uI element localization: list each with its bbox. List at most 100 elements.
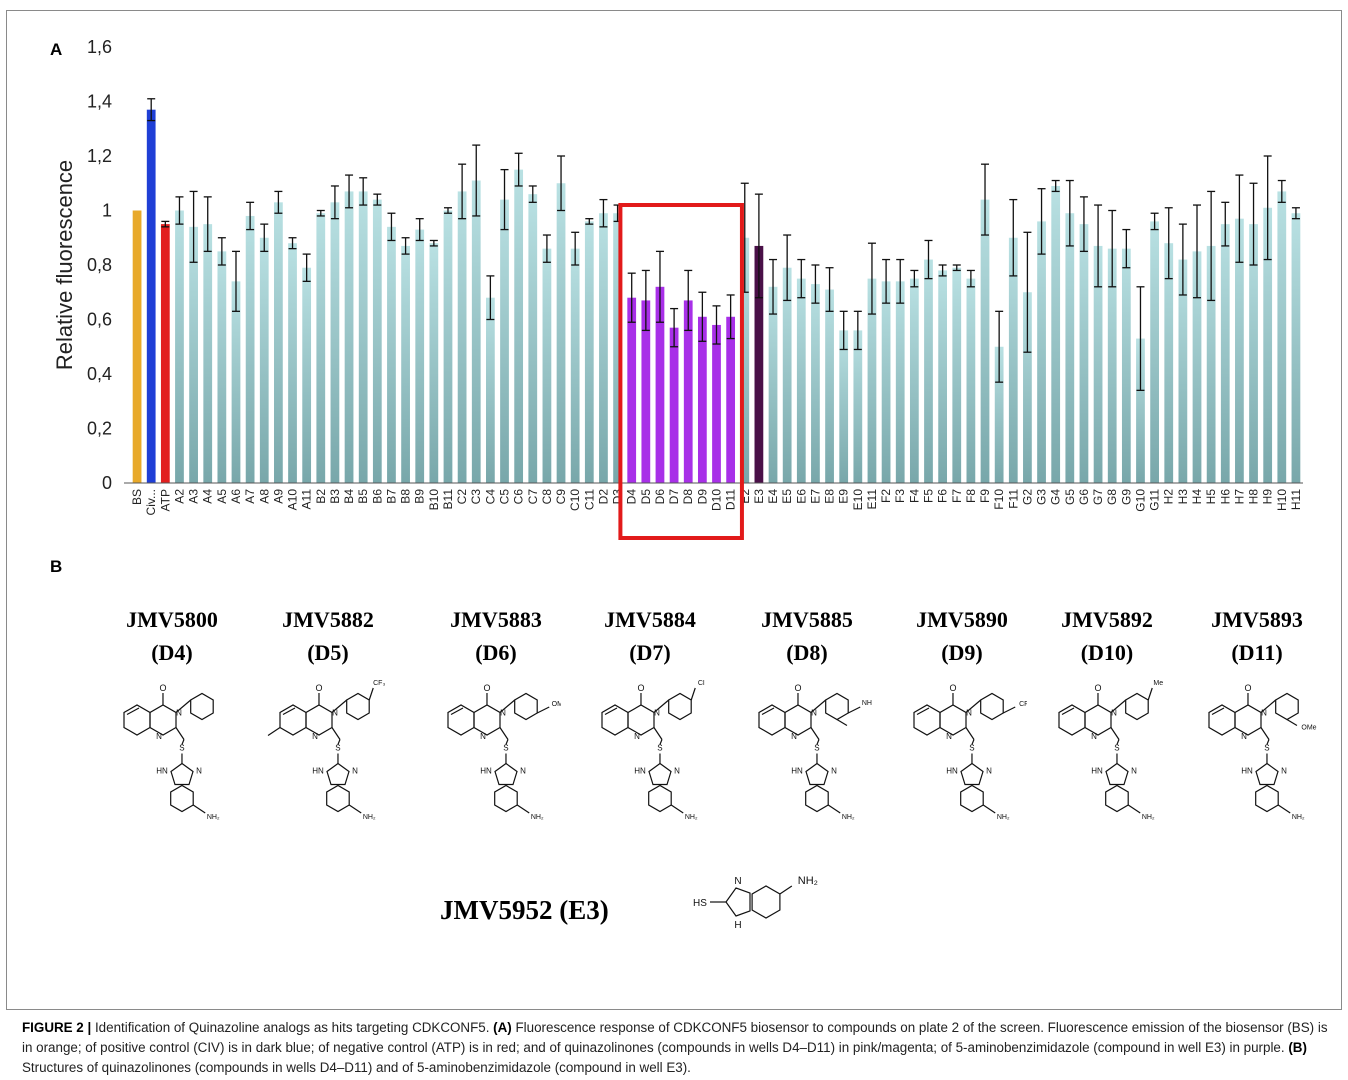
x-tick-label-G7: G7 (1091, 489, 1105, 505)
compound-label-d10: JMV5892 (D10) (1032, 603, 1182, 669)
x-tick-label-C8: C8 (540, 489, 554, 505)
amine-label: NH₂ (842, 814, 855, 821)
nh-label: H (734, 920, 741, 931)
ch2-bond (175, 727, 185, 740)
benzimidazole-benzo-ring (648, 784, 672, 813)
amine-label: NH₂ (1292, 814, 1305, 821)
bond (1116, 739, 1120, 745)
bar-G10 (1136, 338, 1145, 483)
x-tick-label-A10: A10 (286, 489, 300, 511)
x-tick-label-G11: G11 (1148, 489, 1162, 511)
y-tick-label: 0,8 (87, 255, 112, 275)
x-tick-label-H11: H11 (1289, 489, 1303, 510)
imidazole-ring (494, 762, 518, 786)
x-tick-label-C10: C10 (568, 489, 582, 511)
y-tick-label: 1,4 (87, 92, 112, 112)
bar-D6 (655, 286, 665, 483)
oxygen-label: O (1094, 683, 1101, 693)
x-tick-label-E7: E7 (808, 489, 822, 504)
x-tick-label-A5: A5 (215, 489, 229, 504)
x-tick-label-E11: E11 (865, 489, 879, 510)
nitrogen-label: N (946, 732, 952, 741)
structure-d9: O N N S HN N NH₂ CF₃ (913, 683, 1027, 821)
aryl-ring (1125, 692, 1149, 721)
x-tick-label-D7: D7 (667, 489, 681, 505)
aryl-ring (1275, 692, 1299, 721)
compound-name: JMV5885 (761, 607, 853, 632)
y-tick-label: 0,4 (87, 364, 112, 384)
substituent-bond (536, 706, 550, 714)
bar-F10 (994, 346, 1004, 483)
methyl-bond (267, 727, 281, 736)
bar-B11 (443, 210, 453, 483)
sulfur-label: S (1114, 744, 1119, 753)
benzimidazole-benzo-ring (960, 784, 984, 813)
n-aryl-bond (965, 699, 982, 713)
n-aryl-bond (810, 699, 827, 713)
x-tick-label-D10: D10 (710, 489, 724, 511)
x-tick-label-F7: F7 (950, 489, 964, 503)
x-tick-label-H8: H8 (1247, 489, 1261, 505)
compound-well: (D7) (629, 640, 671, 665)
x-tick-label-E3: E3 (752, 489, 766, 504)
x-tick-label-F11: F11 (1006, 489, 1020, 509)
bar-F5 (924, 259, 933, 483)
amine-bond (670, 804, 684, 814)
amine-label: NH₂ (798, 875, 818, 887)
bar-F6 (938, 270, 948, 483)
x-tick-label-H2: H2 (1162, 489, 1176, 505)
amine-bond (779, 885, 793, 895)
bond (1266, 739, 1270, 745)
y-tick-label: 0,2 (87, 419, 112, 439)
bar-D11 (726, 316, 736, 483)
imidazole-ring (805, 762, 829, 786)
substituent-label: OMe (1301, 725, 1316, 732)
pyrimidinone-ring (305, 704, 333, 736)
x-tick-label-A6: A6 (229, 489, 243, 504)
ch2-bond (810, 727, 820, 740)
compound-name: JMV5884 (604, 607, 696, 632)
x-tick-label-H10: H10 (1275, 489, 1289, 511)
hn-label: HN (156, 767, 168, 776)
bar-A4 (203, 224, 213, 483)
oxygen-label: O (483, 683, 490, 693)
compound-well: (D6) (475, 640, 517, 665)
compound-well: (D8) (786, 640, 828, 665)
x-tick-label-H6: H6 (1218, 489, 1232, 505)
nitrogen-label: N (654, 709, 660, 718)
nitrogen-label: N (1261, 709, 1267, 718)
sulfur-label: S (1264, 744, 1269, 753)
amine-bond (348, 804, 362, 814)
x-tick-label-G10: G10 (1133, 489, 1147, 512)
x-tick-label-B9: B9 (413, 489, 427, 504)
nitrogen-label: N (1131, 767, 1137, 776)
bond (971, 739, 975, 745)
bar-E5 (782, 267, 792, 483)
bar-D5 (641, 300, 651, 483)
compound-well: (D9) (941, 640, 983, 665)
bar-C6 (514, 169, 524, 483)
substituent-bond (690, 687, 696, 701)
nitrogen-label: N (1241, 732, 1247, 741)
compound-well: (D4) (151, 640, 193, 665)
bar-A9 (274, 202, 283, 483)
x-tick-label-F3: F3 (893, 489, 907, 503)
amine-label: NH₂ (363, 814, 376, 821)
x-tick-label-G2: G2 (1020, 489, 1034, 505)
double-bond (604, 707, 618, 716)
bond (816, 739, 820, 745)
bar-E2 (740, 237, 750, 483)
x-tick-label-C6: C6 (512, 489, 526, 505)
bond (505, 739, 509, 745)
y-tick-label: 0,6 (87, 310, 112, 330)
x-tick-label-F8: F8 (964, 489, 978, 503)
oxygen-label: O (949, 683, 956, 693)
bar-B2 (316, 213, 326, 483)
bar-C8 (542, 248, 552, 483)
figure-frame (6, 10, 1342, 1010)
double-bond (1211, 707, 1225, 716)
substituent-bond (847, 706, 861, 714)
x-tick-label-D6: D6 (653, 489, 667, 505)
bar-chart: 0 0,2 0,4 0,6 0,8 1 1,2 1,4 1,6 Relative fluoresc… (52, 37, 1303, 540)
pyrimidinone-ring (939, 704, 967, 736)
